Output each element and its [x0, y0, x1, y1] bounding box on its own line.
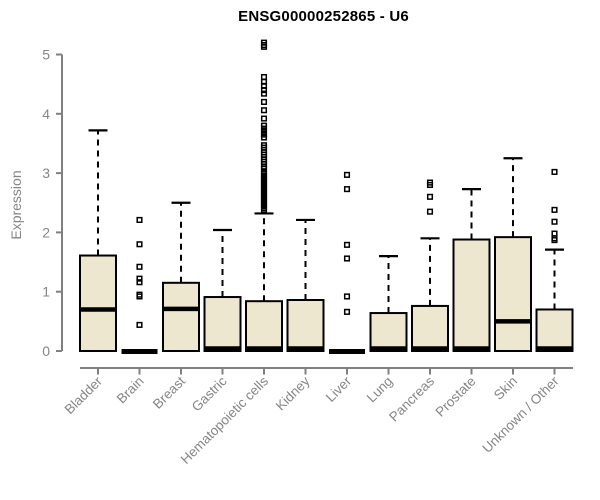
x-category-label-brain: Brain	[114, 374, 147, 407]
y-tick-label: 4	[42, 106, 50, 122]
y-tick-label: 5	[42, 47, 50, 63]
outlier-point-liver	[343, 255, 351, 262]
x-category-label-breast: Breast	[150, 373, 188, 411]
x-category-label-gastric: Gastric	[189, 373, 230, 414]
box-gastric	[203, 296, 242, 352]
outlier-point-brain	[136, 275, 143, 282]
outlier-point-unknown-other	[551, 218, 558, 225]
x-category-label-lung: Lung	[364, 374, 396, 406]
median-skin	[495, 319, 531, 324]
outlier-point-pancreas	[426, 208, 434, 215]
outlier-point-unknown-other	[551, 168, 558, 175]
median-kidney	[287, 346, 324, 351]
outlier-point-pancreas	[426, 179, 434, 186]
outlier-point-hematopoietic-cells	[260, 98, 268, 105]
box-prostate	[452, 238, 491, 353]
median-bladder	[80, 307, 116, 312]
outlier-point-pancreas	[426, 193, 434, 200]
box-bladder	[79, 254, 117, 352]
outlier-point-brain	[136, 263, 143, 270]
outlier-point-brain	[136, 279, 143, 286]
x-category-label-liver: Liver	[323, 373, 355, 405]
y-tick-label: 0	[42, 343, 50, 359]
median-prostate	[453, 346, 490, 351]
outlier-point-hematopoietic-cells	[260, 78, 268, 85]
outlier-point-liver	[343, 186, 351, 193]
outlier-point-unknown-other	[551, 230, 558, 237]
outlier-point-hematopoietic-cells	[260, 142, 268, 149]
outlier-point-hematopoietic-cells	[260, 115, 268, 122]
outlier-point-hematopoietic-cells	[260, 90, 268, 97]
outlier-point-unknown-other	[551, 206, 558, 213]
outlier-point-hematopoietic-cells	[260, 39, 268, 46]
y-tick-label: 2	[42, 224, 50, 240]
median-gastric	[204, 346, 241, 351]
box-breast	[162, 281, 200, 352]
box-hematopoietic-cells	[245, 300, 283, 352]
outlier-point-hematopoietic-cells	[260, 122, 268, 129]
box-kidney	[286, 299, 325, 353]
x-category-label-prostate: Prostate	[432, 374, 478, 420]
outlier-point-brain	[136, 291, 143, 298]
chart-title: ENSG00000252865 - U6	[238, 8, 409, 25]
y-tick-label: 1	[42, 284, 50, 300]
outlier-point-liver	[343, 241, 351, 248]
outlier-point-liver	[343, 308, 351, 315]
box-skin	[494, 236, 532, 352]
box-lung	[369, 312, 408, 353]
y-axis-title: Expression	[8, 170, 24, 240]
x-category-label-bladder: Bladder	[62, 373, 106, 417]
outlier-point-liver	[343, 293, 351, 300]
median-breast	[163, 306, 199, 312]
box-pancreas	[411, 304, 449, 353]
outlier-point-liver	[343, 171, 351, 178]
outlier-point-brain	[136, 321, 143, 328]
outlier-point-hematopoietic-cells	[260, 107, 268, 114]
y-tick-label: 3	[42, 165, 50, 181]
x-category-label-unknown-other: Unknown / Other	[479, 373, 562, 456]
collapsed-box-brain	[121, 349, 158, 354]
median-unknown-other	[536, 346, 573, 351]
x-category-label-pancreas: Pancreas	[386, 373, 437, 424]
x-category-label-kidney: Kidney	[273, 373, 313, 413]
median-lung	[370, 346, 407, 351]
median-hematopoietic-cells	[246, 346, 282, 351]
outlier-point-hematopoietic-cells	[260, 73, 268, 81]
outlier-point-brain	[136, 241, 143, 248]
outlier-point-brain	[136, 216, 143, 223]
box-unknown-other	[535, 308, 574, 352]
median-pancreas	[412, 346, 448, 351]
x-category-label-skin: Skin	[491, 374, 520, 403]
collapsed-box-liver	[329, 349, 365, 354]
